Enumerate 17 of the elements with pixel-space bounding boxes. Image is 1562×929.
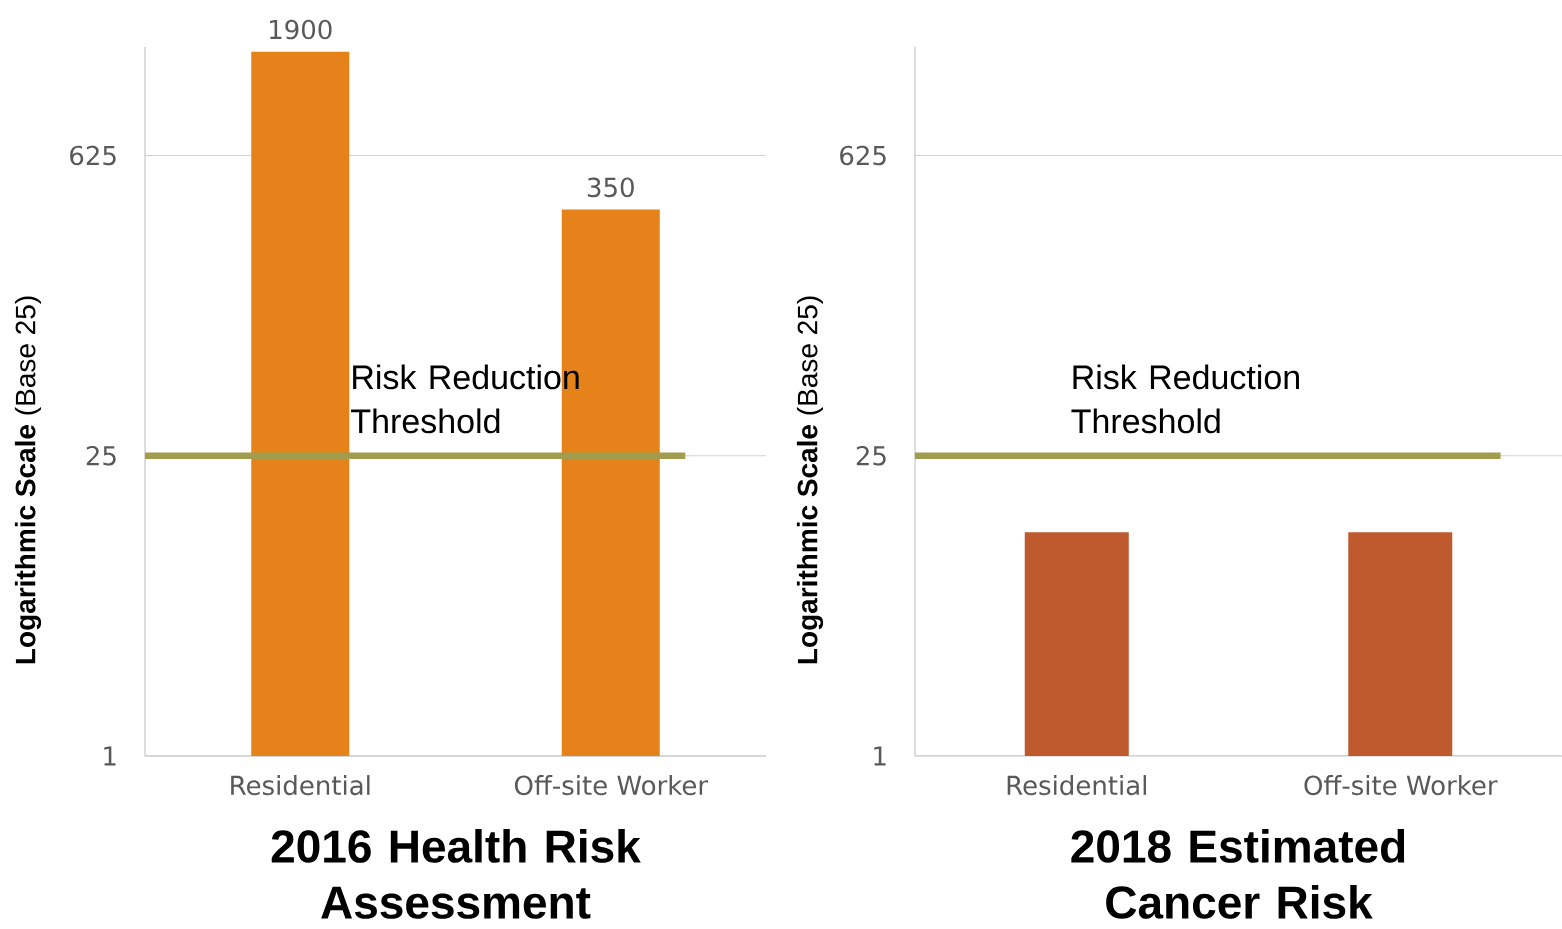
y-tick-label: 1: [104, 746, 116, 766]
x-tick-label: Residential: [231, 775, 370, 796]
y-tick-label: 25: [856, 445, 886, 466]
y-tick-label: 625: [70, 145, 116, 166]
text: 2018 Estimated Cancer Risk: [1071, 829, 1405, 919]
y-tick-label: 1: [874, 746, 886, 766]
y-axis-title: Logarithmic Scale (Base 25): [14, 296, 42, 664]
ref-line-label: Risk Reduction Threshold: [1071, 364, 1299, 434]
y-tick-label: 625: [840, 145, 886, 166]
data-label: 350: [587, 177, 634, 198]
x-tick-label: Residential: [1007, 775, 1146, 796]
x-tick-label: Off-site Worker: [1304, 775, 1498, 796]
data-label: 1900: [270, 19, 332, 40]
x-tick-label: Off-site Worker: [514, 775, 709, 796]
y-tick-label: 25: [86, 445, 116, 466]
text: 2016 Health Risk Assessment: [271, 829, 641, 919]
y-axis-title: Logarithmic Scale (Base 25): [796, 296, 824, 664]
